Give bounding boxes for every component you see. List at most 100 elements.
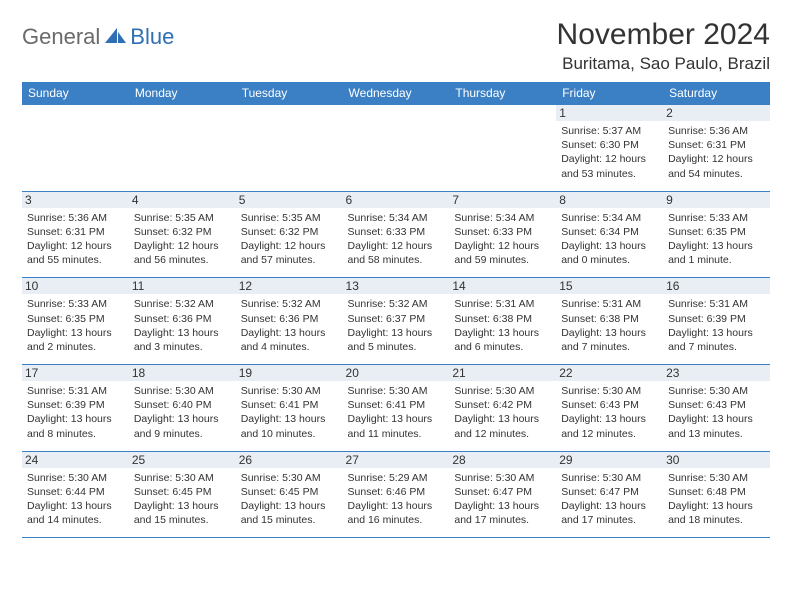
day-cell: 6 Sunrise: 5:34 AMSunset: 6:33 PMDaylight… [343,191,450,278]
day-cell: 26 Sunrise: 5:30 AMSunset: 6:45 PMDayligh… [236,451,343,537]
dayhead-tue: Tuesday [236,82,343,105]
day-info: Sunrise: 5:30 AMSunset: 6:45 PMDaylight:… [241,471,338,528]
dayhead-fri: Friday [556,82,663,105]
location: Buritama, Sao Paulo, Brazil [557,54,770,74]
day-info: Sunrise: 5:34 AMSunset: 6:33 PMDaylight:… [454,211,551,268]
day-cell [343,105,450,192]
week-row: 10 Sunrise: 5:33 AMSunset: 6:35 PMDayligh… [22,278,770,365]
day-number: 29 [556,452,663,468]
day-cell: 1 Sunrise: 5:37 AMSunset: 6:30 PMDaylight… [556,105,663,192]
day-cell: 4 Sunrise: 5:35 AMSunset: 6:32 PMDaylight… [129,191,236,278]
day-info: Sunrise: 5:30 AMSunset: 6:45 PMDaylight:… [134,471,231,528]
day-info: Sunrise: 5:36 AMSunset: 6:31 PMDaylight:… [27,211,124,268]
day-number: 2 [663,105,770,121]
day-number: 18 [129,365,236,381]
day-cell: 17 Sunrise: 5:31 AMSunset: 6:39 PMDayligh… [22,365,129,452]
day-info: Sunrise: 5:29 AMSunset: 6:46 PMDaylight:… [348,471,445,528]
day-cell: 3 Sunrise: 5:36 AMSunset: 6:31 PMDaylight… [22,191,129,278]
day-cell: 20Sunrise: 5:30 AMSunset: 6:41 PMDayligh… [343,365,450,452]
day-cell: 30Sunrise: 5:30 AMSunset: 6:48 PMDayligh… [663,451,770,537]
dayhead-wed: Wednesday [343,82,450,105]
day-info: Sunrise: 5:36 AMSunset: 6:31 PMDaylight:… [668,124,765,181]
day-info: Sunrise: 5:31 AMSunset: 6:38 PMDaylight:… [454,297,551,354]
day-cell: 8Sunrise: 5:34 AMSunset: 6:34 PMDaylight… [556,191,663,278]
day-cell [236,105,343,192]
day-number: 27 [343,452,450,468]
day-number: 19 [236,365,343,381]
day-cell: 5Sunrise: 5:35 AMSunset: 6:32 PMDaylight… [236,191,343,278]
day-cell [449,105,556,192]
week-row: 1 Sunrise: 5:37 AMSunset: 6:30 PMDaylight… [22,105,770,192]
day-info: Sunrise: 5:30 AMSunset: 6:42 PMDaylight:… [454,384,551,441]
dayhead-mon: Monday [129,82,236,105]
dayhead-sun: Sunday [22,82,129,105]
day-number: 10 [22,278,129,294]
title-block: November 2024 Buritama, Sao Paulo, Brazi… [557,18,770,74]
day-number: 23 [663,365,770,381]
day-info: Sunrise: 5:35 AMSunset: 6:32 PMDaylight:… [134,211,231,268]
day-cell: 21 Sunrise: 5:30 AMSunset: 6:42 PMDayligh… [449,365,556,452]
day-header-row: Sunday Monday Tuesday Wednesday Thursday… [22,82,770,105]
sail-icon [105,26,127,49]
day-cell: 19Sunrise: 5:30 AMSunset: 6:41 PMDayligh… [236,365,343,452]
day-cell [22,105,129,192]
day-cell: 25 Sunrise: 5:30 AMSunset: 6:45 PMDayligh… [129,451,236,537]
day-cell: 22 Sunrise: 5:30 AMSunset: 6:43 PMDayligh… [556,365,663,452]
day-number: 15 [556,278,663,294]
day-info: Sunrise: 5:33 AMSunset: 6:35 PMDaylight:… [668,211,765,268]
day-number: 25 [129,452,236,468]
weeks-body: 1 Sunrise: 5:37 AMSunset: 6:30 PMDaylight… [22,105,770,538]
day-info: Sunrise: 5:32 AMSunset: 6:36 PMDaylight:… [241,297,338,354]
day-info: Sunrise: 5:30 AMSunset: 6:43 PMDaylight:… [668,384,765,441]
day-info: Sunrise: 5:30 AMSunset: 6:43 PMDaylight:… [561,384,658,441]
day-number: 9 [663,192,770,208]
day-number: 1 [556,105,663,121]
day-number: 16 [663,278,770,294]
day-info: Sunrise: 5:35 AMSunset: 6:32 PMDaylight:… [241,211,338,268]
day-number: 14 [449,278,556,294]
day-info: Sunrise: 5:31 AMSunset: 6:39 PMDaylight:… [27,384,124,441]
day-number: 26 [236,452,343,468]
day-number: 4 [129,192,236,208]
day-cell: 13 Sunrise: 5:32 AMSunset: 6:37 PMDayligh… [343,278,450,365]
day-info: Sunrise: 5:30 AMSunset: 6:48 PMDaylight:… [668,471,765,528]
day-info: Sunrise: 5:32 AMSunset: 6:36 PMDaylight:… [134,297,231,354]
day-cell: 12 Sunrise: 5:32 AMSunset: 6:36 PMDayligh… [236,278,343,365]
day-cell: 2 Sunrise: 5:36 AMSunset: 6:31 PMDaylight… [663,105,770,192]
day-number: 28 [449,452,556,468]
day-info: Sunrise: 5:34 AMSunset: 6:33 PMDaylight:… [348,211,445,268]
day-number: 17 [22,365,129,381]
day-number: 12 [236,278,343,294]
day-number: 13 [343,278,450,294]
day-number: 20 [343,365,450,381]
day-number: 6 [343,192,450,208]
day-info: Sunrise: 5:31 AMSunset: 6:39 PMDaylight:… [668,297,765,354]
week-row: 3 Sunrise: 5:36 AMSunset: 6:31 PMDaylight… [22,191,770,278]
day-cell: 9 Sunrise: 5:33 AMSunset: 6:35 PMDaylight… [663,191,770,278]
month-title: November 2024 [557,18,770,52]
day-cell: 24Sunrise: 5:30 AMSunset: 6:44 PMDayligh… [22,451,129,537]
day-cell: 11Sunrise: 5:32 AMSunset: 6:36 PMDayligh… [129,278,236,365]
day-cell: 7Sunrise: 5:34 AMSunset: 6:33 PMDaylight… [449,191,556,278]
day-number: 3 [22,192,129,208]
week-row: 24Sunrise: 5:30 AMSunset: 6:44 PMDayligh… [22,451,770,537]
day-cell [129,105,236,192]
day-cell: 10 Sunrise: 5:33 AMSunset: 6:35 PMDayligh… [22,278,129,365]
calendar-wrap: Sunday Monday Tuesday Wednesday Thursday… [22,82,770,538]
day-info: Sunrise: 5:32 AMSunset: 6:37 PMDaylight:… [348,297,445,354]
day-cell: 27 Sunrise: 5:29 AMSunset: 6:46 PMDayligh… [343,451,450,537]
day-number: 22 [556,365,663,381]
dayhead-sat: Saturday [663,82,770,105]
day-info: Sunrise: 5:30 AMSunset: 6:47 PMDaylight:… [561,471,658,528]
day-cell: 18Sunrise: 5:30 AMSunset: 6:40 PMDayligh… [129,365,236,452]
day-number: 21 [449,365,556,381]
day-info: Sunrise: 5:30 AMSunset: 6:44 PMDaylight:… [27,471,124,528]
day-info: Sunrise: 5:33 AMSunset: 6:35 PMDaylight:… [27,297,124,354]
dayhead-thu: Thursday [449,82,556,105]
calendar-document: General Blue November 2024 Buritama, Sao… [0,0,792,556]
week-row: 17 Sunrise: 5:31 AMSunset: 6:39 PMDayligh… [22,365,770,452]
day-info: Sunrise: 5:34 AMSunset: 6:34 PMDaylight:… [561,211,658,268]
logo: General Blue [22,24,174,50]
calendar-table: Sunday Monday Tuesday Wednesday Thursday… [22,82,770,537]
day-info: Sunrise: 5:37 AMSunset: 6:30 PMDaylight:… [561,124,658,181]
